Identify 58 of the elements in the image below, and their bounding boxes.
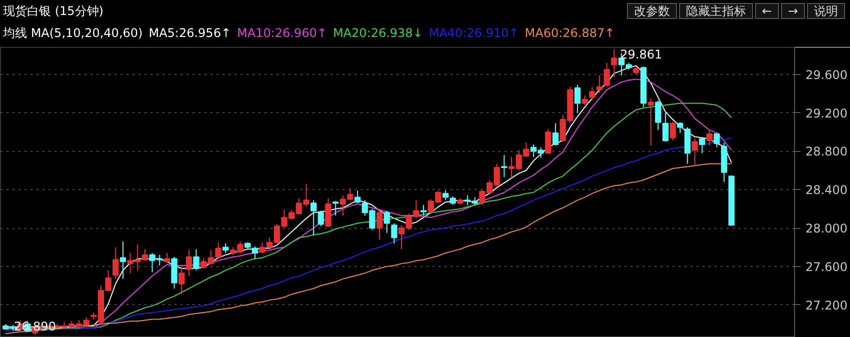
candlestick bbox=[354, 190, 361, 204]
candlestick bbox=[574, 84, 581, 114]
candlestick bbox=[552, 122, 559, 146]
y-tick-label: 29.200 bbox=[806, 106, 848, 120]
candlestick bbox=[318, 210, 324, 227]
candlestick bbox=[193, 248, 200, 271]
y-tick-label: 27.600 bbox=[806, 260, 848, 274]
candlestick bbox=[596, 74, 603, 94]
text: 说明 bbox=[807, 3, 845, 19]
candlestick bbox=[442, 190, 449, 201]
candlestick bbox=[670, 120, 676, 142]
candlestick bbox=[252, 246, 258, 260]
candlestick bbox=[582, 95, 588, 106]
candlestick bbox=[186, 250, 192, 277]
candlestick bbox=[706, 130, 713, 146]
candlestick bbox=[112, 246, 119, 280]
candlestick bbox=[611, 48, 618, 78]
candlestick bbox=[376, 208, 383, 240]
annotation: 29.861 bbox=[620, 47, 662, 62]
candlestick bbox=[215, 242, 222, 260]
text: 改参数 bbox=[626, 3, 677, 19]
y-tick-label: 29.600 bbox=[806, 68, 848, 82]
candlestick bbox=[325, 198, 332, 228]
text: MA40:26.910↑ bbox=[428, 26, 519, 40]
legend-title: 均线 MA(5,10,20,40,60) bbox=[3, 26, 143, 40]
text: 隐藏主指标 bbox=[678, 3, 753, 19]
chart-title: 现货白银 (15分钟) bbox=[2, 4, 104, 18]
candlestick bbox=[332, 200, 339, 216]
candlestick bbox=[120, 240, 126, 280]
candlestick bbox=[655, 100, 662, 131]
candlestick bbox=[310, 200, 317, 236]
y-tick-label: 27.200 bbox=[806, 298, 848, 312]
text: MA20:26.938↓ bbox=[332, 26, 423, 40]
y-tick-label: 28.000 bbox=[806, 222, 848, 236]
candlestick bbox=[589, 86, 596, 101]
candlestick bbox=[391, 222, 398, 244]
candlestick bbox=[604, 62, 610, 88]
y-tick-label: 28.800 bbox=[806, 144, 848, 159]
candlestick bbox=[222, 242, 229, 254]
text: MA5:26.956↑ bbox=[148, 26, 232, 40]
y-tick-label: 28.400 bbox=[806, 183, 848, 198]
candlestick bbox=[178, 266, 185, 295]
candlestick bbox=[662, 112, 669, 142]
candlestick bbox=[677, 122, 684, 134]
candlestick bbox=[714, 132, 720, 148]
candlestick bbox=[501, 154, 508, 178]
candlestick bbox=[648, 98, 654, 146]
candlestick bbox=[699, 137, 706, 154]
candlestick bbox=[384, 210, 390, 234]
text: MA60:26.887↑ bbox=[524, 26, 615, 40]
annotation: 26.890 bbox=[14, 320, 56, 334]
candlestick bbox=[164, 252, 170, 264]
candlestick bbox=[692, 138, 698, 166]
text: → bbox=[780, 3, 805, 19]
candlestick bbox=[420, 204, 427, 216]
text: ← bbox=[754, 3, 779, 19]
candlestick bbox=[545, 128, 552, 155]
text: MA10:26.960↑ bbox=[237, 26, 327, 40]
